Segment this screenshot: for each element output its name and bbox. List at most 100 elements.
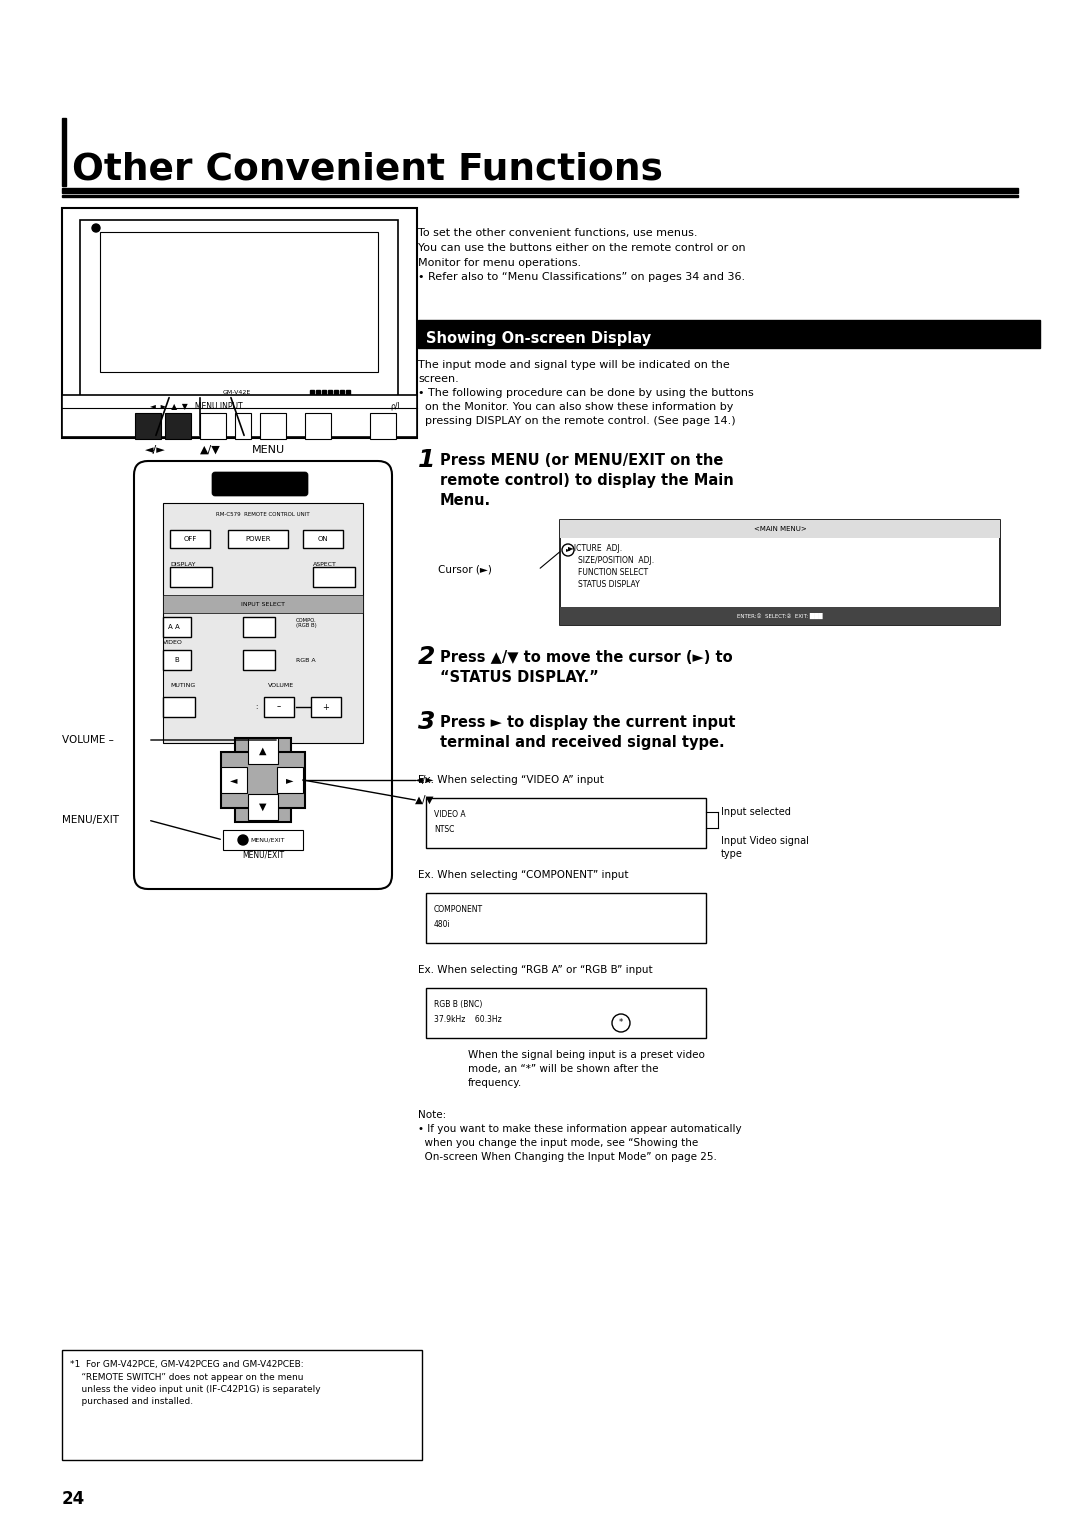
Text: COMPO.
(RGB B): COMPO. (RGB B) [296, 617, 316, 628]
Text: ▲/▼: ▲/▼ [200, 446, 220, 455]
Bar [163, 617, 191, 637]
Text: INPUT SELECT: INPUT SELECT [241, 602, 285, 606]
Bar [561, 606, 1000, 625]
Bar [426, 987, 706, 1038]
Bar [62, 395, 417, 436]
Bar [62, 208, 417, 438]
Bar [276, 767, 303, 793]
Bar [163, 651, 191, 671]
Text: The input mode and signal type will be indicated on the
screen.
• The following : The input mode and signal type will be i… [418, 360, 754, 426]
Bar [426, 893, 706, 943]
Text: ENTER:①  SELECT:②  EXIT: ███: ENTER:① SELECT:② EXIT: ███ [738, 612, 823, 619]
Text: To set the other convenient functions, use menus.
You can use the buttons either: To set the other convenient functions, u… [418, 228, 745, 282]
Bar [248, 795, 278, 821]
Text: Ex. When selecting “VIDEO A” input: Ex. When selecting “VIDEO A” input [418, 775, 604, 785]
Text: Note:
• If you want to make these information appear automatically
  when you ch: Note: • If you want to make these inform… [418, 1110, 742, 1162]
Text: *: * [619, 1018, 623, 1027]
Text: RGB B (BNC): RGB B (BNC) [434, 1000, 483, 1009]
Bar [80, 220, 399, 400]
Text: *1  For GM-V42PCE, GM-V42PCEG and GM-V42PCEB:
    “REMOTE SWITCH” does not appea: *1 For GM-V42PCE, GM-V42PCEG and GM-V42P… [70, 1360, 321, 1407]
Text: ◄  ►  ▲  ▼   MENU INPUT: ◄ ► ▲ ▼ MENU INPUT [150, 401, 243, 410]
Text: STATUS DISPLAY: STATUS DISPLAY [578, 580, 639, 589]
Circle shape [92, 224, 100, 233]
Circle shape [612, 1014, 630, 1032]
Text: ▲: ▲ [259, 746, 267, 756]
Text: Input selected: Input selected [721, 807, 791, 818]
Text: Press MENU (or MENU/EXIT on the
remote control) to display the Main
Menu.: Press MENU (or MENU/EXIT on the remote c… [440, 453, 733, 508]
Text: COMPONENT: COMPONENT [434, 905, 483, 914]
Bar [418, 320, 1040, 348]
Text: <MAIN MENU>: <MAIN MENU> [754, 527, 807, 531]
Bar [426, 798, 706, 848]
Bar [303, 530, 343, 548]
Text: OFF: OFF [184, 536, 197, 542]
Text: VOLUME –: VOLUME – [62, 735, 113, 746]
Bar [163, 596, 363, 612]
Bar [62, 118, 66, 185]
Bar [170, 530, 210, 548]
Text: SIZE/POSITION  ADJ.: SIZE/POSITION ADJ. [578, 556, 654, 565]
Text: RM-C579  REMOTE CONTROL UNIT: RM-C579 REMOTE CONTROL UNIT [216, 513, 310, 517]
Bar [370, 413, 396, 439]
FancyBboxPatch shape [212, 472, 308, 496]
Bar [328, 390, 332, 395]
Text: Ex. When selecting “RGB A” or “RGB B” input: Ex. When selecting “RGB A” or “RGB B” in… [418, 965, 652, 975]
Bar [243, 651, 275, 671]
Text: 480i: 480i [434, 920, 450, 929]
Text: +: + [323, 703, 329, 712]
Bar [163, 504, 363, 743]
Text: A: A [175, 625, 179, 629]
Bar [221, 767, 247, 793]
Text: ◄/►: ◄/► [145, 446, 165, 455]
Text: MUTING: MUTING [170, 683, 195, 687]
Text: VIDEO: VIDEO [163, 640, 183, 645]
Bar [200, 413, 226, 439]
Text: NTSC: NTSC [434, 825, 455, 834]
Text: POWER: POWER [245, 536, 271, 542]
Text: DISPLAY: DISPLAY [170, 562, 195, 566]
Text: ◄: ◄ [230, 775, 238, 785]
Bar [243, 617, 275, 637]
Text: RGB A: RGB A [296, 657, 315, 663]
Bar [316, 390, 320, 395]
Text: Other Convenient Functions: Other Convenient Functions [72, 152, 663, 188]
Bar [62, 1350, 422, 1461]
Bar [221, 752, 305, 808]
Bar [346, 390, 350, 395]
Text: ►: ► [566, 548, 570, 553]
Bar [311, 697, 341, 717]
Text: –: – [276, 703, 281, 712]
Text: ON: ON [318, 536, 328, 542]
Text: MENU/EXIT: MENU/EXIT [242, 851, 284, 859]
Bar [222, 830, 303, 850]
Text: ►: ► [286, 775, 294, 785]
Text: B: B [175, 657, 179, 663]
FancyBboxPatch shape [134, 461, 392, 890]
Text: Cursor (►): Cursor (►) [438, 565, 491, 576]
Text: ASPECT: ASPECT [313, 562, 337, 566]
Bar [260, 413, 286, 439]
Circle shape [562, 544, 573, 556]
Bar [322, 390, 326, 395]
Text: Showing On-screen Display: Showing On-screen Display [426, 331, 651, 346]
Text: 24: 24 [62, 1490, 85, 1508]
Bar [135, 413, 161, 439]
Circle shape [238, 834, 248, 845]
Text: Input Video signal
type: Input Video signal type [721, 836, 809, 859]
Bar [305, 413, 330, 439]
Bar [165, 413, 191, 439]
Bar [561, 521, 1000, 625]
Text: 3: 3 [418, 710, 435, 733]
Bar [163, 697, 195, 717]
Bar [334, 390, 338, 395]
Bar [170, 566, 212, 586]
Text: :: : [255, 704, 257, 710]
Text: A: A [167, 625, 173, 629]
Bar [561, 521, 1000, 537]
Bar [340, 390, 345, 395]
Text: MENU/EXIT: MENU/EXIT [251, 837, 285, 842]
Text: Press ► to display the current input
terminal and received signal type.: Press ► to display the current input ter… [440, 715, 735, 750]
Text: When the signal being input is a preset video
mode, an “*” will be shown after t: When the signal being input is a preset … [468, 1050, 705, 1089]
Bar [310, 390, 314, 395]
Bar [235, 413, 251, 439]
